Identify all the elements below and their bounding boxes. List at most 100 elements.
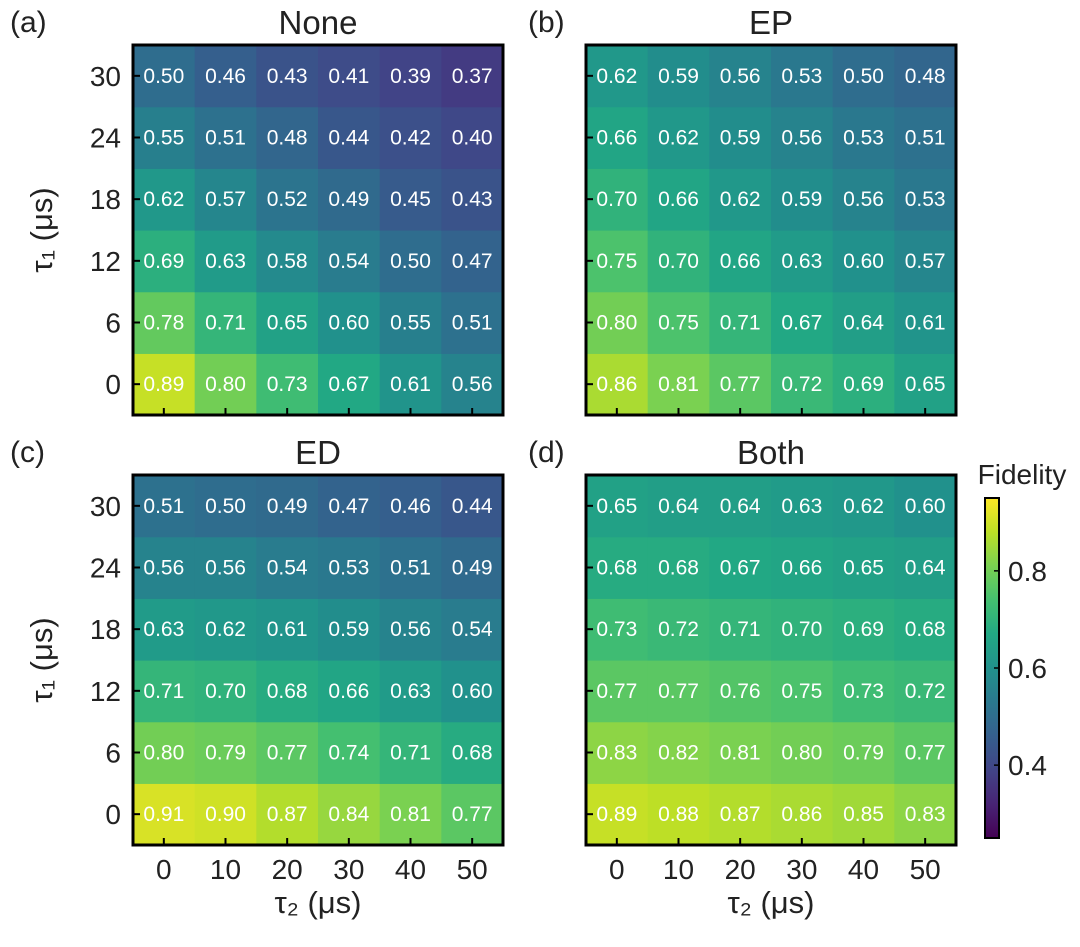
cell-value-label: 0.62	[720, 188, 761, 211]
heatmap-cell	[586, 721, 649, 784]
heatmap-cell	[647, 291, 710, 354]
heatmap-cell	[771, 45, 834, 108]
heatmap-cell	[894, 475, 957, 538]
heatmap-cell	[709, 536, 772, 599]
heatmap-cell	[318, 721, 381, 784]
heatmap-cell	[194, 353, 257, 416]
cell-value-label: 0.43	[267, 65, 308, 88]
cell-value-label: 0.60	[843, 250, 884, 273]
heatmap-cell	[586, 106, 649, 169]
heatmap-cell	[894, 783, 957, 846]
heatmap-cell	[832, 230, 895, 293]
x-tick-label: 10	[663, 854, 694, 885]
cell-value-label: 0.51	[905, 127, 946, 150]
cell-value-label: 0.64	[720, 495, 761, 518]
cell-value-label: 0.63	[781, 495, 822, 518]
panel-d: 0.89 0.88 0.87 0.86 0.85 0.83 0.83 0.82 0.81 0.80…	[528, 434, 958, 920]
cell-value-label: 0.86	[596, 373, 637, 396]
colorbar: 0.4 0.6 0.8 Fidelity	[978, 459, 1066, 839]
cell-value-label: 0.55	[143, 127, 184, 150]
heatmap-cell	[194, 230, 257, 293]
cell-value-label: 0.40	[452, 127, 493, 150]
cell-value-label: 0.44	[328, 127, 369, 150]
heatmap-cell	[647, 168, 710, 231]
heatmap-cell	[133, 783, 196, 846]
heatmap-cell	[133, 660, 196, 723]
heatmap-cell	[256, 783, 319, 846]
cell-value-label: 0.87	[720, 803, 761, 826]
heatmap-cell	[586, 536, 649, 599]
cell-value-label: 0.75	[596, 250, 637, 273]
heatmap-cell	[586, 230, 649, 293]
heatmap-cell	[586, 353, 649, 416]
cell-value-label: 0.65	[267, 312, 308, 335]
panel-letter: (a)	[10, 6, 47, 39]
heatmap-cell	[647, 106, 710, 169]
heatmap-cell	[318, 353, 381, 416]
heatmap-cell	[647, 721, 710, 784]
cell-value-label: 0.52	[267, 188, 308, 211]
heatmap-cell	[133, 353, 196, 416]
cell-value-label: 0.65	[843, 557, 884, 580]
y-tick-label: 6	[105, 738, 121, 769]
y-tick-label: 0	[105, 799, 121, 830]
y-tick-label: 12	[90, 676, 121, 707]
cell-value-label: 0.56	[390, 618, 431, 641]
cell-value-label: 0.49	[267, 495, 308, 518]
heatmap-cell	[194, 660, 257, 723]
cell-value-label: 0.63	[205, 250, 246, 273]
heatmap-cell	[379, 106, 442, 169]
cell-value-label: 0.61	[267, 618, 308, 641]
cell-value-label: 0.54	[328, 250, 369, 273]
heatmap-cell	[647, 353, 710, 416]
cell-value-label: 0.39	[390, 65, 431, 88]
heatmap-cell	[133, 598, 196, 661]
heatmap-cell	[318, 536, 381, 599]
heatmap-cell	[771, 598, 834, 661]
cell-value-label: 0.77	[596, 680, 637, 703]
cell-value-label: 0.61	[905, 312, 946, 335]
heatmap-cell	[709, 598, 772, 661]
cell-value-label: 0.54	[267, 557, 308, 580]
heatmap-cell	[379, 291, 442, 354]
panel-title: EP	[749, 4, 793, 41]
cell-value-label: 0.42	[390, 127, 431, 150]
heatmap-cell	[318, 106, 381, 169]
heatmap-cell	[194, 45, 257, 108]
cell-value-label: 0.77	[658, 680, 699, 703]
heatmap-cell	[771, 291, 834, 354]
cell-value-label: 0.46	[390, 495, 431, 518]
heatmap-cell	[894, 353, 957, 416]
x-tick-label: 40	[395, 854, 426, 885]
heatmap-cell	[441, 45, 504, 108]
panel-a: 0.89 0.80 0.73 0.67 0.61 0.56 0.78 0.71 0.65 0.60…	[10, 4, 505, 417]
heatmap-cell	[647, 475, 710, 538]
heatmap-cell	[441, 106, 504, 169]
cell-value-label: 0.62	[658, 127, 699, 150]
cell-value-label: 0.56	[143, 557, 184, 580]
cell-value-label: 0.74	[328, 742, 369, 765]
cell-value-label: 0.47	[452, 250, 493, 273]
heatmap-cell	[709, 168, 772, 231]
heatmap-cell	[647, 230, 710, 293]
y-tick-label: 24	[90, 123, 121, 154]
heatmap-cell	[256, 106, 319, 169]
y-axis-label: τ₁ (μs)	[24, 617, 59, 702]
heatmap-cell	[133, 106, 196, 169]
x-tick-label: 50	[457, 854, 488, 885]
heatmap-cell	[832, 660, 895, 723]
panel-letter: (c)	[10, 436, 45, 469]
heatmap-cell	[441, 783, 504, 846]
heatmap-cell	[379, 536, 442, 599]
heatmap-cell	[133, 45, 196, 108]
heatmap-cell	[441, 168, 504, 231]
heatmap-cell	[441, 230, 504, 293]
heatmap-cell	[709, 45, 772, 108]
cell-value-label: 0.72	[905, 680, 946, 703]
heatmap-cell	[709, 230, 772, 293]
heatmap-cell	[894, 45, 957, 108]
cell-value-label: 0.56	[843, 188, 884, 211]
cell-value-label: 0.63	[390, 680, 431, 703]
heatmap-cell	[133, 291, 196, 354]
